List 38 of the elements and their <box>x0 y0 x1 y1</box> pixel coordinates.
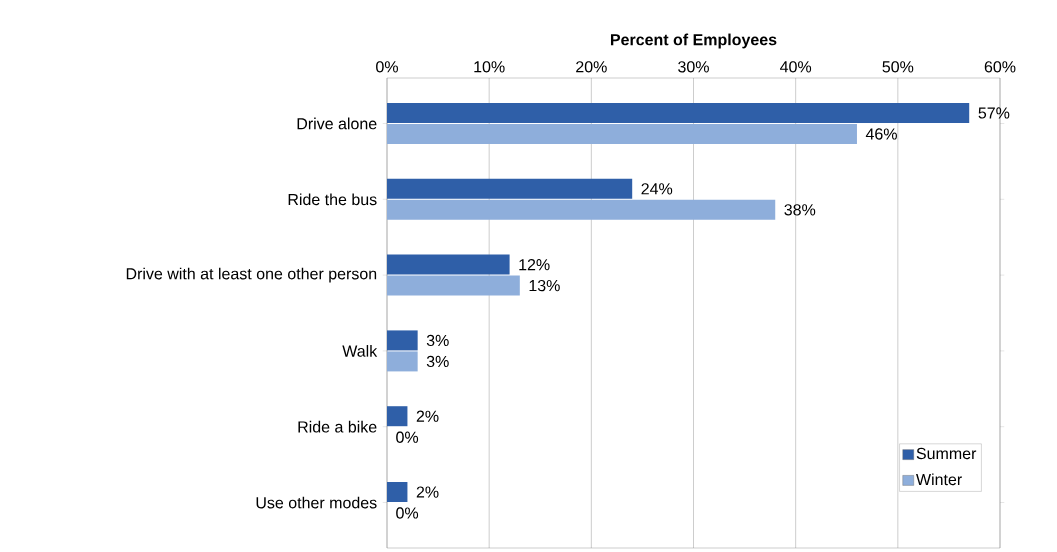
x-tick-label: 40% <box>780 61 812 73</box>
x-axis-title: Percent of Employees <box>610 33 777 49</box>
data-label: 57% <box>978 107 1010 119</box>
y-tick-label: Drive with at least one other person <box>126 267 377 283</box>
data-label: 12% <box>519 258 550 271</box>
y-tick-label: Ride the bus <box>288 193 377 206</box>
legend-label: Winter <box>916 473 962 486</box>
bar <box>387 178 633 199</box>
y-tick-label: Walk <box>342 345 378 357</box>
data-label: 0% <box>396 507 419 519</box>
x-tick-label: 30% <box>678 61 709 73</box>
x-tick-label: 0% <box>376 61 398 73</box>
y-tick-label: Use other modes <box>256 496 377 509</box>
data-label: 46% <box>865 128 897 140</box>
bar <box>387 330 418 351</box>
x-tick-label: 10% <box>474 61 505 73</box>
bar <box>387 275 520 296</box>
legend-label: Summer <box>916 447 977 460</box>
data-label: 3% <box>426 334 449 347</box>
bar <box>387 254 510 275</box>
data-label: 13% <box>529 279 560 292</box>
x-tick-label: 50% <box>882 61 914 73</box>
bar <box>387 482 408 503</box>
bar <box>387 102 970 123</box>
data-label: 38% <box>784 204 816 216</box>
data-label: 2% <box>416 486 439 498</box>
bar <box>387 351 418 372</box>
bar <box>387 199 776 220</box>
bar <box>387 123 857 144</box>
x-tick-label: 20% <box>576 61 607 73</box>
y-tick-label: Drive alone <box>297 117 377 130</box>
x-tick-label: 60% <box>984 61 1016 73</box>
data-label: 0% <box>396 431 419 443</box>
data-label: 2% <box>416 410 439 422</box>
bar <box>387 406 408 427</box>
y-tick-label: Ride a bike <box>298 420 377 433</box>
data-label: 3% <box>426 355 449 368</box>
data-label: 24% <box>641 183 673 195</box>
